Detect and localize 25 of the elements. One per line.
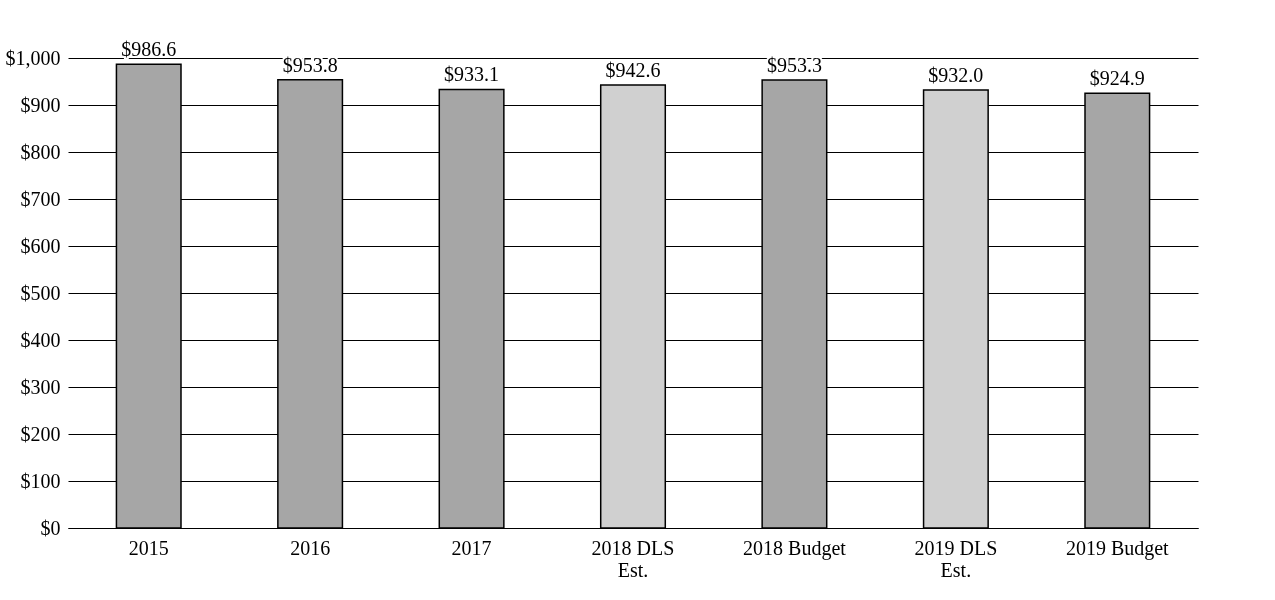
x-tick-label: 2018 Budget — [743, 536, 847, 560]
x-tick-label: 2019 DLS Est. — [914, 536, 998, 581]
x-tick-label: 2015 — [128, 536, 169, 559]
data-label: $924.9 — [1089, 67, 1145, 90]
data-label: $953.8 — [282, 53, 338, 76]
x-tick-label: 2019 Budget — [1065, 536, 1170, 560]
y-tick-label: $200 — [20, 422, 61, 445]
x-tick-label: 2017 — [451, 536, 492, 559]
y-tick-label: $600 — [20, 234, 61, 257]
y-tick-label: $1,000 — [5, 46, 61, 69]
y-tick-label: $900 — [20, 93, 61, 116]
x-tick-label: 2018 DLS Est. — [591, 536, 675, 581]
y-tick-label: $100 — [20, 469, 61, 492]
y-tick-label: $0 — [40, 516, 61, 539]
y-tick-label: $700 — [20, 187, 61, 210]
y-tick-label: $300 — [20, 375, 61, 398]
data-label: $986.6 — [121, 38, 177, 61]
data-label: $942.6 — [605, 58, 661, 81]
x-tick-label: 2016 — [290, 536, 331, 559]
data-label: $932.0 — [928, 63, 984, 86]
data-label: $933.1 — [444, 63, 500, 86]
y-tick-label: $800 — [20, 140, 61, 163]
y-tick-label: $500 — [20, 281, 61, 304]
y-tick-label: $400 — [20, 328, 61, 351]
data-label: $953.3 — [766, 53, 822, 76]
